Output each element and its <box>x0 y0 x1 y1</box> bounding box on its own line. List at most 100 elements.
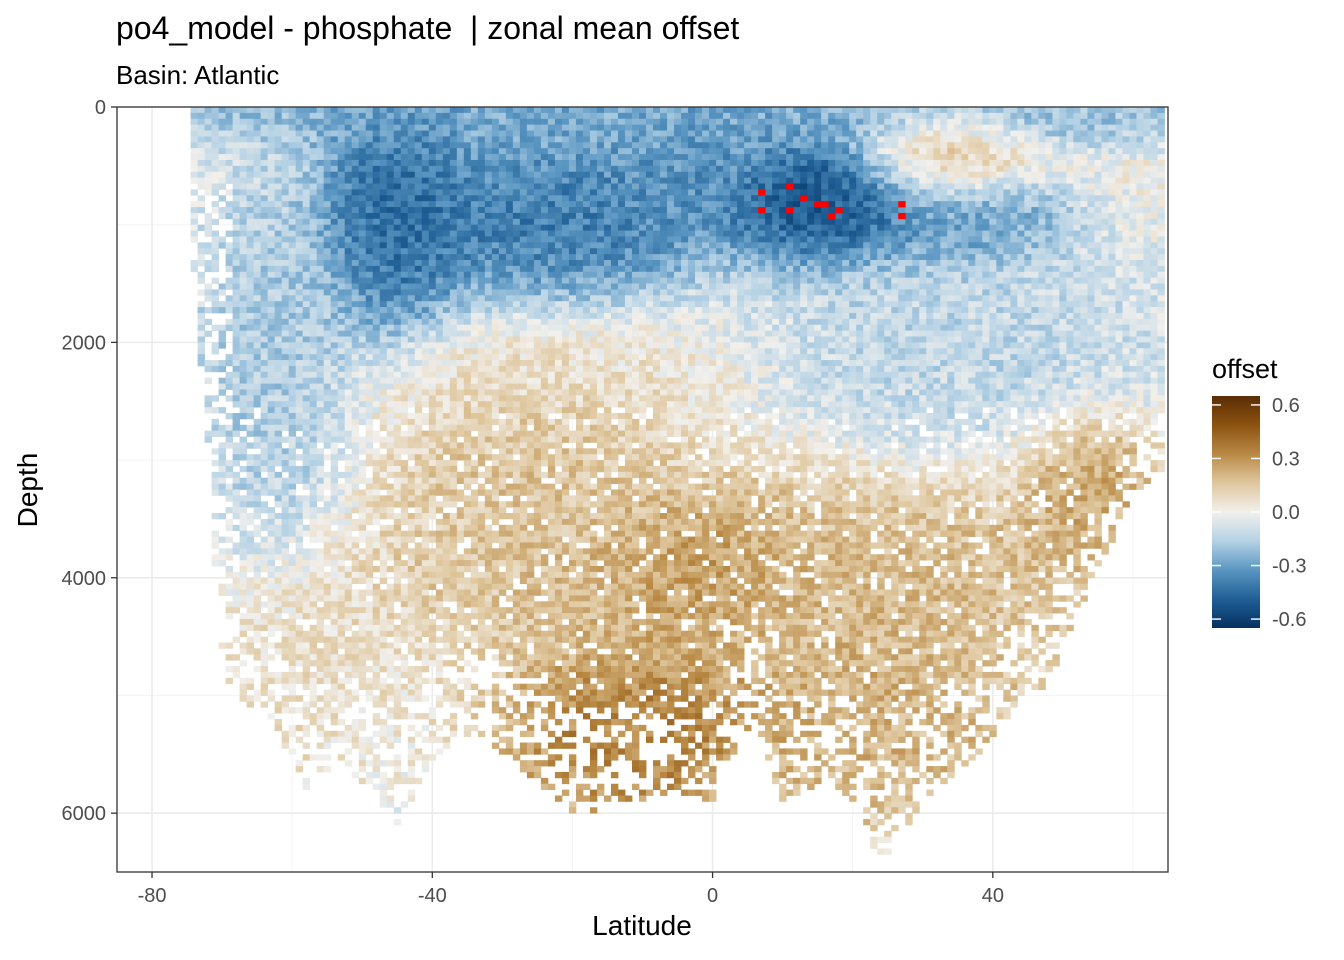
heatmap-cell <box>295 671 304 679</box>
heatmap-cell <box>295 154 304 161</box>
heatmap-cell <box>400 283 409 290</box>
heatmap-cell <box>477 583 486 590</box>
heatmap-cell <box>414 583 423 590</box>
heatmap-cell <box>281 701 290 708</box>
heatmap-cell <box>400 377 409 384</box>
heatmap-cell <box>547 230 556 237</box>
heatmap-cell <box>365 460 374 467</box>
heatmap-cell <box>442 618 451 626</box>
heatmap-cell <box>512 513 521 520</box>
heatmap-cell <box>498 483 507 490</box>
heatmap-cell <box>302 254 311 261</box>
heatmap-cell <box>505 195 514 202</box>
heatmap-cell <box>554 471 563 479</box>
heatmap-cell <box>232 571 241 579</box>
heatmap-cell <box>365 601 374 608</box>
heatmap-cell <box>463 195 472 202</box>
heatmap-cell <box>232 207 241 214</box>
heatmap-cell <box>239 301 248 308</box>
heatmap-cell <box>281 383 290 390</box>
heatmap-cell <box>260 454 269 461</box>
heatmap-cell <box>302 583 311 590</box>
heatmap-cell <box>414 671 423 679</box>
heatmap-cell <box>330 442 339 449</box>
heatmap-cell <box>414 501 423 508</box>
heatmap-cell <box>547 754 556 761</box>
heatmap-cell <box>288 383 297 390</box>
heatmap-cell <box>526 724 535 732</box>
heatmap-cell <box>512 254 521 261</box>
heatmap-cell <box>351 642 360 649</box>
heatmap-cell <box>435 436 444 443</box>
heatmap-cell <box>547 683 556 690</box>
heatmap-cell <box>379 336 388 343</box>
heatmap-cell <box>232 418 241 426</box>
heatmap-cell <box>456 701 465 708</box>
heatmap-cell <box>519 465 528 473</box>
heatmap-cell <box>372 518 381 526</box>
heatmap-cell <box>302 342 311 349</box>
heatmap-cell <box>309 436 318 443</box>
heatmap-cell <box>281 236 290 243</box>
heatmap-cell <box>421 177 430 184</box>
heatmap-cell <box>232 277 241 284</box>
heatmap-cell <box>463 407 472 414</box>
heatmap-cell <box>246 360 255 367</box>
heatmap-cell <box>218 242 227 249</box>
heatmap-cell <box>246 495 255 502</box>
heatmap-cell <box>442 648 451 655</box>
heatmap-cell <box>477 348 486 355</box>
heatmap-cell <box>561 159 570 167</box>
heatmap-cell <box>379 383 388 390</box>
heatmap-cell <box>540 365 549 373</box>
heatmap-cell <box>386 177 395 184</box>
heatmap-cell <box>449 177 458 184</box>
heatmap-cell <box>253 365 262 373</box>
heatmap-cell <box>400 660 409 667</box>
heatmap-cell <box>428 348 437 355</box>
heatmap-cell <box>295 112 304 120</box>
heatmap-cell <box>302 212 311 220</box>
heatmap-cell <box>281 142 290 149</box>
heatmap-cell <box>505 371 514 379</box>
heatmap-cell <box>393 171 402 179</box>
heatmap-cell <box>477 501 486 508</box>
heatmap-cell <box>519 719 528 726</box>
heatmap-cell <box>344 671 353 679</box>
heatmap-cell <box>246 277 255 284</box>
heatmap-cell <box>533 577 542 585</box>
heatmap-cell <box>393 224 402 231</box>
heatmap-cell <box>428 195 437 202</box>
heatmap-cell <box>512 507 521 514</box>
heatmap-cell <box>512 613 521 620</box>
heatmap-cell <box>526 501 535 508</box>
heatmap-cell <box>386 742 395 749</box>
heatmap-cell <box>477 636 486 643</box>
heatmap-cell <box>407 477 416 485</box>
heatmap-cell <box>337 354 346 361</box>
heatmap-cell <box>316 260 325 267</box>
heatmap-cell <box>554 295 563 302</box>
heatmap-cell <box>372 236 381 243</box>
heatmap-cell <box>344 271 353 279</box>
heatmap-cell <box>449 730 458 738</box>
heatmap-cell <box>302 148 311 155</box>
heatmap-cell <box>526 207 535 214</box>
heatmap-cell <box>225 654 234 661</box>
heatmap-cell <box>526 577 535 585</box>
heatmap-cell <box>274 177 283 184</box>
heatmap-cell <box>498 736 507 743</box>
heatmap-cell <box>526 713 535 720</box>
heatmap-cell <box>435 236 444 243</box>
heatmap-cell <box>463 548 472 555</box>
heatmap-cell <box>372 248 381 255</box>
heatmap-cell <box>540 524 549 532</box>
heatmap-cell <box>379 401 388 408</box>
heatmap-cell <box>365 613 374 620</box>
heatmap-cell <box>197 271 205 279</box>
heatmap-cell <box>470 501 479 508</box>
heatmap-cell <box>554 771 563 779</box>
heatmap-cell <box>547 318 556 326</box>
heatmap-cell <box>246 212 255 220</box>
heatmap-cell <box>421 724 430 732</box>
